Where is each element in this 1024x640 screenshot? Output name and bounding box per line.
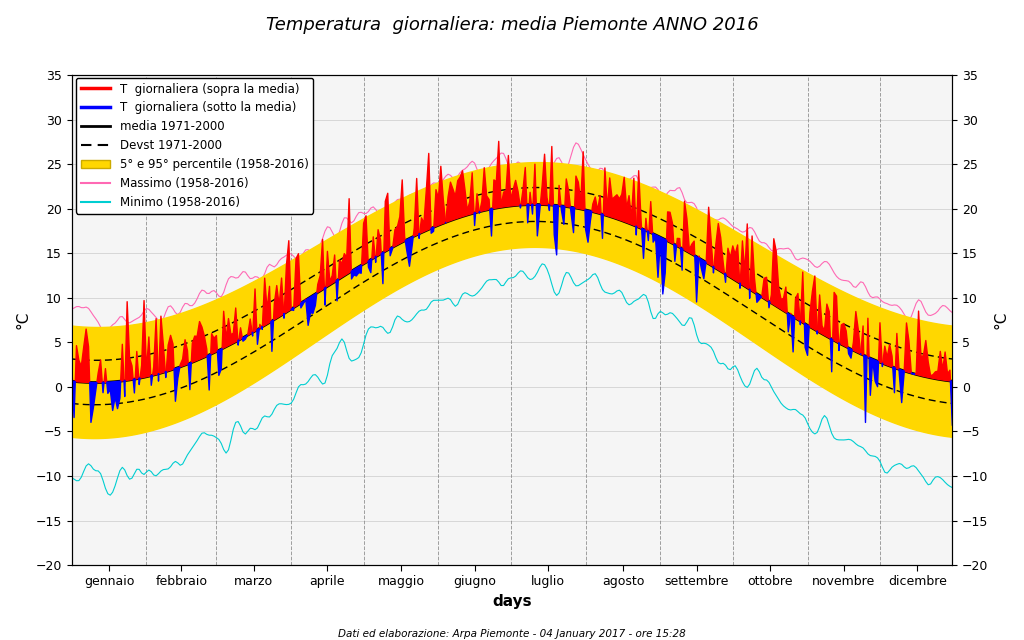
Text: Dati ed elaborazione: Arpa Piemonte - 04 January 2017 - ore 15:28: Dati ed elaborazione: Arpa Piemonte - 04… [338,628,686,639]
Text: Temperatura  giornaliera: media Piemonte ANNO 2016: Temperatura giornaliera: media Piemonte … [265,16,759,34]
X-axis label: days: days [493,594,531,609]
Y-axis label: °C: °C [15,311,30,330]
Legend: T  giornaliera (sopra la media), T  giornaliera (sotto la media), media 1971-200: T giornaliera (sopra la media), T giorna… [76,78,313,214]
Y-axis label: °C: °C [994,311,1009,330]
